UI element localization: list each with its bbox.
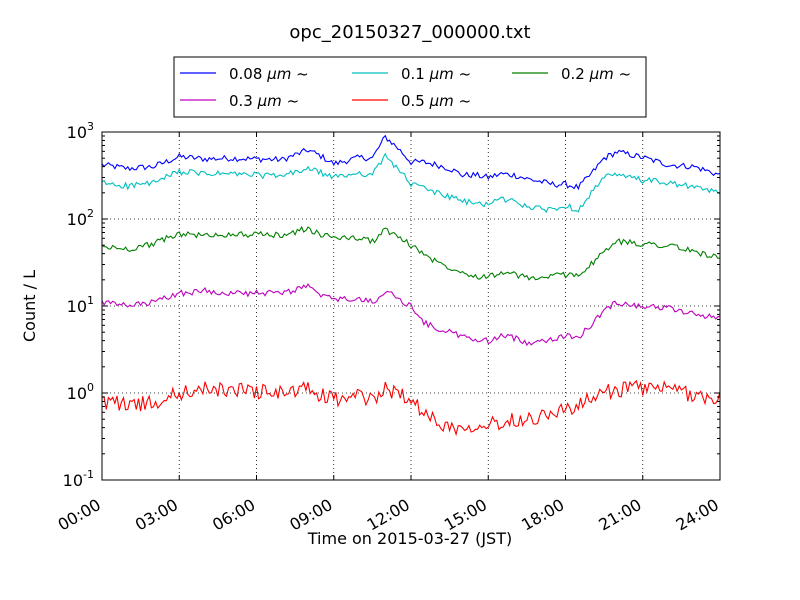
legend-label: 0.2 μm ~ <box>561 65 631 83</box>
y-tick-base: 10 <box>67 123 87 142</box>
legend-label: 0.5 μm ~ <box>401 92 471 110</box>
chart-title: opc_20150327_000000.txt <box>289 22 530 43</box>
legend-label-part: μm <box>429 65 454 83</box>
y-tick-label: 102 <box>67 207 94 229</box>
y-tick-base: 10 <box>67 297 87 316</box>
x-tick-label: 00:00 <box>55 495 104 535</box>
legend-label-part: 0.5 <box>401 92 425 110</box>
legend-label-part: μm <box>257 92 282 110</box>
grid <box>102 132 720 480</box>
legend-label-part: 0.1 <box>401 65 425 83</box>
legend-label-part: 0.08 <box>229 65 262 83</box>
legend-label-part: ~ <box>287 92 300 110</box>
x-tick-label: 24:00 <box>673 495 722 535</box>
y-tick-exponent: 3 <box>87 120 94 133</box>
series-line-4 <box>101 379 721 437</box>
series-group <box>101 134 721 437</box>
legend-label-part: μm <box>429 92 454 110</box>
y-tick-label: 10-1 <box>63 468 94 490</box>
legend-label: 0.1 μm ~ <box>401 65 471 83</box>
y-tick-exponent: 0 <box>87 381 94 394</box>
y-tick-exponent: 2 <box>87 207 94 220</box>
y-tick-base: 10 <box>67 384 87 403</box>
x-tick-label: 06:00 <box>209 495 258 535</box>
x-axis-label: Time on 2015-03-27 (JST) <box>307 529 512 548</box>
plot-area: 00:00 03:00 06:00 09:00 12:00 15:00 18:00 21:00… <box>55 120 722 535</box>
x-tick-label: 21:00 <box>595 495 644 535</box>
y-tick-base: 10 <box>63 471 83 490</box>
y-tick-label: 103 <box>67 120 94 142</box>
legend-label-part: μm <box>266 65 291 83</box>
y-tick-exponent: -1 <box>83 468 94 481</box>
legend-label-part: ~ <box>459 92 472 110</box>
y-tick-label: 100 <box>67 381 94 403</box>
x-tick-label: 03:00 <box>132 495 181 535</box>
legend-label: 0.3 μm ~ <box>229 92 299 110</box>
y-axis-label: Count / L <box>20 270 39 342</box>
legend-label-part: μm <box>589 65 614 83</box>
series-line-0 <box>101 134 721 191</box>
legend-label-part: ~ <box>296 65 309 83</box>
x-tick-label: 18:00 <box>518 495 567 535</box>
legend-label-part: ~ <box>619 65 632 83</box>
series-line-2 <box>101 225 721 281</box>
legend-label-part: 0.3 <box>229 92 253 110</box>
y-tick-exponent: 1 <box>87 294 94 307</box>
legend-label-part: 0.2 <box>561 65 585 83</box>
series-line-3 <box>101 283 721 347</box>
y-tick-base: 10 <box>67 210 87 229</box>
legend-frame <box>173 56 647 118</box>
legend-label-part: ~ <box>459 65 472 83</box>
legend: 0.08 μm ~0.1 μm ~0.2 μm ~0.3 μm ~0.5 μm … <box>173 56 647 118</box>
y-tick-label: 101 <box>67 294 94 316</box>
series-line-1 <box>101 152 721 214</box>
legend-label: 0.08 μm ~ <box>229 65 309 83</box>
